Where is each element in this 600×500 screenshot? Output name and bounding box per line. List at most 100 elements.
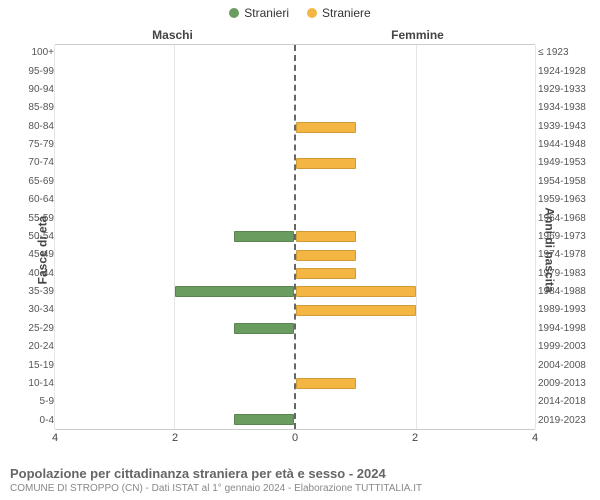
bar-male	[234, 231, 294, 242]
birth-label: 1979-1983	[538, 265, 596, 283]
bar-male	[234, 414, 294, 425]
birth-label: 1944-1948	[538, 136, 596, 154]
bar-row	[296, 82, 535, 100]
bar-row	[296, 374, 535, 392]
age-label: 95-99	[2, 62, 54, 80]
age-label: 30-34	[2, 301, 54, 319]
bar-female	[296, 268, 356, 279]
x-axis: 42024	[55, 432, 535, 446]
bar-row	[55, 301, 294, 319]
x-tick: 4	[532, 432, 538, 444]
bar-row	[55, 63, 294, 81]
column-headers: Maschi Femmine	[0, 28, 600, 42]
bar-row	[55, 136, 294, 154]
x-tick: 2	[172, 432, 178, 444]
bar-row	[55, 45, 294, 63]
age-label: 15-19	[2, 356, 54, 374]
bar-female	[296, 286, 416, 297]
bar-row	[296, 155, 535, 173]
bar-female	[296, 250, 356, 261]
bar-row	[296, 392, 535, 410]
age-label: 55-59	[2, 209, 54, 227]
birth-label: 1969-1973	[538, 228, 596, 246]
birth-label: ≤ 1923	[538, 44, 596, 62]
legend-item-female: Straniere	[307, 6, 371, 20]
bar-row	[296, 173, 535, 191]
birth-label: 2014-2018	[538, 393, 596, 411]
legend-swatch-male	[229, 8, 239, 18]
bar-row	[296, 356, 535, 374]
bar-female	[296, 378, 356, 389]
chart-area	[55, 44, 535, 430]
bar-female	[296, 231, 356, 242]
y-labels-birth: ≤ 19231924-19281929-19331934-19381939-19…	[538, 44, 596, 430]
x-tick: 2	[412, 432, 418, 444]
bar-row	[55, 118, 294, 136]
age-label: 25-29	[2, 320, 54, 338]
bar-row	[296, 411, 535, 429]
bar-row	[296, 191, 535, 209]
birth-label: 1974-1978	[538, 246, 596, 264]
birth-label: 1964-1968	[538, 209, 596, 227]
chart-title: Popolazione per cittadinanza straniera p…	[10, 466, 590, 481]
birth-label: 2004-2008	[538, 356, 596, 374]
age-label: 40-44	[2, 265, 54, 283]
age-label: 50-54	[2, 228, 54, 246]
bar-row	[55, 319, 294, 337]
bar-row	[296, 338, 535, 356]
birth-label: 1994-1998	[538, 320, 596, 338]
age-label: 70-74	[2, 154, 54, 172]
legend-label-male: Stranieri	[244, 6, 289, 20]
bar-row	[296, 63, 535, 81]
grid-line	[535, 45, 536, 429]
bar-row	[296, 228, 535, 246]
birth-label: 1984-1988	[538, 283, 596, 301]
y-labels-age: 100+95-9990-9485-8980-8475-7970-7465-696…	[2, 44, 54, 430]
bar-male	[175, 286, 295, 297]
bar-row	[55, 338, 294, 356]
x-tick: 4	[52, 432, 58, 444]
bar-row	[296, 319, 535, 337]
age-label: 100+	[2, 44, 54, 62]
bar-row	[55, 228, 294, 246]
bar-row	[55, 411, 294, 429]
bar-row	[296, 210, 535, 228]
bar-row	[55, 392, 294, 410]
age-label: 65-69	[2, 173, 54, 191]
bar-row	[55, 100, 294, 118]
bar-male	[234, 323, 294, 334]
legend: Stranieri Straniere	[0, 0, 600, 20]
bar-female	[296, 122, 356, 133]
bar-row	[296, 283, 535, 301]
age-label: 20-24	[2, 338, 54, 356]
age-label: 5-9	[2, 393, 54, 411]
bar-row	[55, 264, 294, 282]
age-label: 75-79	[2, 136, 54, 154]
legend-label-female: Straniere	[322, 6, 371, 20]
birth-label: 2019-2023	[538, 412, 596, 430]
birth-label: 2009-2013	[538, 375, 596, 393]
legend-swatch-female	[307, 8, 317, 18]
birth-label: 1924-1928	[538, 62, 596, 80]
bar-row	[55, 246, 294, 264]
age-label: 60-64	[2, 191, 54, 209]
bar-female	[296, 305, 416, 316]
bar-row	[296, 264, 535, 282]
birth-label: 1934-1938	[538, 99, 596, 117]
birth-label: 1989-1993	[538, 301, 596, 319]
age-label: 45-49	[2, 246, 54, 264]
age-label: 0-4	[2, 412, 54, 430]
bar-female	[296, 158, 356, 169]
age-label: 80-84	[2, 118, 54, 136]
age-label: 90-94	[2, 81, 54, 99]
plot-half-female	[296, 45, 535, 429]
bar-row	[55, 283, 294, 301]
bar-row	[55, 155, 294, 173]
bar-row	[296, 301, 535, 319]
bar-row	[296, 118, 535, 136]
bar-row	[55, 210, 294, 228]
footer: Popolazione per cittadinanza straniera p…	[10, 466, 590, 494]
bar-row	[55, 374, 294, 392]
plot-half-male	[55, 45, 296, 429]
birth-label: 1949-1953	[538, 154, 596, 172]
